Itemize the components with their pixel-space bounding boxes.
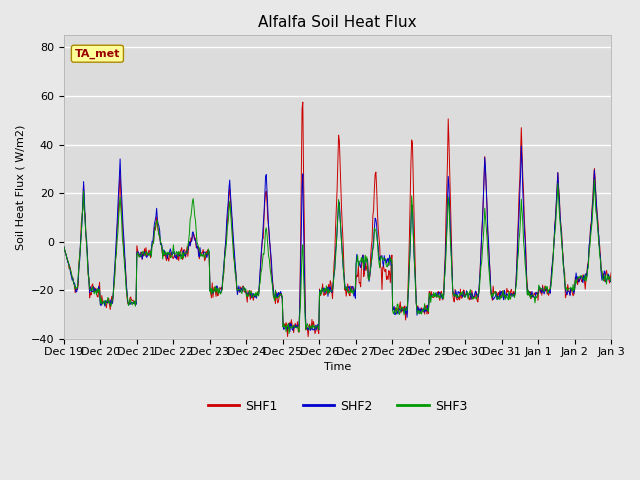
SHF3 [285, 331, 293, 336]
SHF1 [304, 334, 312, 339]
SHF1 [406, 235, 413, 240]
X-axis label: Time: Time [324, 362, 351, 372]
SHF1 [422, 304, 429, 310]
SHF3 [420, 301, 428, 307]
SHF2 [404, 283, 412, 289]
SHF1 [211, 284, 218, 290]
SHF2 [211, 287, 218, 293]
SHF3 [70, 280, 77, 286]
SHF1 [70, 280, 77, 286]
SHF3 [591, 177, 598, 182]
SHF2 [70, 281, 77, 287]
SHF2 [182, 252, 189, 258]
SHF1 [182, 254, 189, 260]
Legend: SHF1, SHF2, SHF3: SHF1, SHF2, SHF3 [203, 395, 472, 418]
Line: SHF3: SHF3 [64, 180, 611, 334]
SHF2 [420, 310, 428, 315]
SHF2 [518, 143, 525, 149]
Line: SHF2: SHF2 [64, 146, 611, 332]
Line: SHF1: SHF1 [64, 102, 611, 336]
Title: Alfalfa Soil Heat Flux: Alfalfa Soil Heat Flux [258, 15, 417, 30]
SHF1 [299, 99, 307, 105]
SHF3 [60, 244, 68, 250]
SHF2 [126, 301, 134, 307]
SHF2 [60, 244, 68, 250]
SHF1 [60, 244, 68, 250]
SHF3 [211, 287, 218, 293]
SHF2 [607, 277, 615, 283]
Y-axis label: Soil Heat Flux ( W/m2): Soil Heat Flux ( W/m2) [15, 124, 25, 250]
SHF3 [126, 296, 134, 302]
SHF1 [126, 295, 134, 300]
SHF3 [607, 278, 615, 284]
Text: TA_met: TA_met [75, 48, 120, 59]
SHF3 [182, 251, 189, 256]
SHF3 [404, 280, 412, 286]
SHF1 [607, 270, 615, 276]
SHF2 [286, 329, 294, 335]
